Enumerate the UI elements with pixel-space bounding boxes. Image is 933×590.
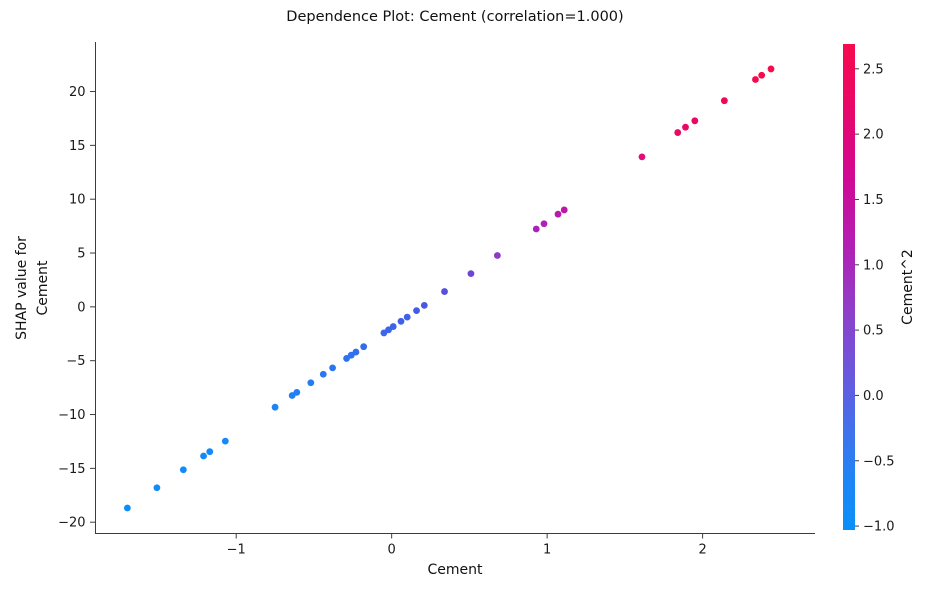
x-tick-label: −1 <box>227 543 246 558</box>
scatter-point <box>441 288 448 295</box>
y-tick-label: 5 <box>77 247 85 262</box>
scatter-point <box>179 466 187 474</box>
colorbar-tick-label: −0.5 <box>863 454 895 469</box>
scatter-point <box>123 504 131 512</box>
scatter-point <box>691 117 699 125</box>
y-axis-label-line2: Cement <box>35 260 51 316</box>
scatter-point <box>360 343 368 351</box>
x-tick-label: 2 <box>698 543 706 558</box>
scatter-point <box>329 364 336 372</box>
y-tick-label: 0 <box>77 300 85 315</box>
colorbar-tick-label: 1.5 <box>863 193 884 208</box>
scatter-point <box>752 76 759 83</box>
y-tick-label: 15 <box>69 139 86 154</box>
scatter-point <box>397 317 405 325</box>
scatter-point <box>413 307 420 315</box>
x-tick-label: 0 <box>388 543 396 558</box>
scatter-point <box>403 313 411 321</box>
scatter-point <box>153 484 161 492</box>
y-tick-label: −20 <box>58 516 85 531</box>
y-tick-label: 10 <box>69 193 86 208</box>
scatter-point <box>271 403 279 411</box>
scatter-point <box>682 123 689 131</box>
y-tick-label: −15 <box>58 462 85 477</box>
scatter-point <box>554 210 562 218</box>
y-axis-label-line1: SHAP value for <box>14 236 30 340</box>
scatter-point <box>293 388 301 396</box>
scatter-point <box>540 220 548 228</box>
colorbar-tick-label: 0.5 <box>863 324 884 339</box>
scatter-point <box>674 129 682 136</box>
colorbar-tick-label: 2.0 <box>863 128 884 143</box>
colorbar-tick-label: 2.5 <box>863 62 884 77</box>
colorbar-tick-label: 0.0 <box>863 389 884 404</box>
scatter-point <box>493 252 501 259</box>
scatter-point <box>206 448 214 456</box>
y-axis-label: SHAP value for Cement <box>12 236 54 340</box>
y-tick-label: 20 <box>69 85 86 100</box>
y-tick-label: −10 <box>58 408 85 423</box>
y-tick-label: −5 <box>66 354 85 369</box>
x-tick-label: 1 <box>543 543 551 558</box>
colorbar-label: Cement^2 <box>900 249 916 325</box>
scatter-point <box>307 379 315 387</box>
plot-title: Dependence Plot: Cement (correlation=1.0… <box>286 9 624 25</box>
x-axis-label: Cement <box>427 562 483 578</box>
scatter-point <box>221 437 229 445</box>
scatter-point <box>560 206 568 214</box>
scatter-point <box>758 71 766 79</box>
scatter-point <box>720 97 728 105</box>
scatter-point <box>467 270 475 277</box>
scatter-point <box>352 348 360 356</box>
scatter-point <box>319 370 327 378</box>
scatter-point <box>532 225 540 233</box>
colorbar-tick-label: −1.0 <box>863 520 895 535</box>
colorbar-gradient <box>843 44 855 530</box>
colorbar-tick-label: 1.0 <box>863 258 884 273</box>
scatter-point <box>420 301 428 309</box>
scatter-point <box>767 65 775 73</box>
scatter-point <box>389 323 397 330</box>
scatter-point <box>638 153 646 161</box>
scatter-point <box>200 452 207 460</box>
